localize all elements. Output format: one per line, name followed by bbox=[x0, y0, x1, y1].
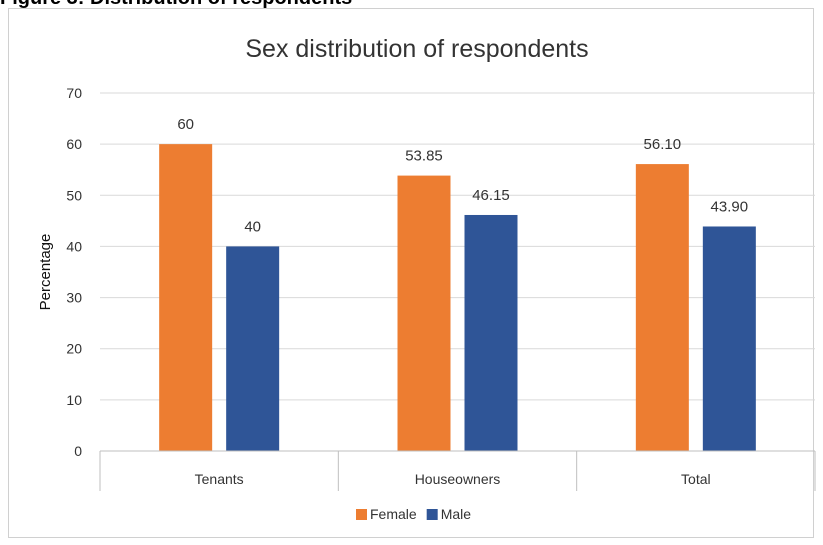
legend-label-female: Female bbox=[370, 506, 417, 522]
y-tick-label: 20 bbox=[66, 341, 82, 357]
data-label: 40 bbox=[244, 218, 261, 235]
bar-female-tenants bbox=[159, 144, 213, 451]
y-axis-ticks: 0 10 20 30 40 50 60 70 bbox=[66, 85, 82, 459]
figure-caption: Figure 3: Distribution of respondents bbox=[0, 0, 352, 10]
y-tick-label: 70 bbox=[66, 85, 82, 101]
y-tick-label: 50 bbox=[66, 187, 82, 203]
data-label: 46.15 bbox=[472, 187, 510, 204]
y-tick-label: 40 bbox=[66, 238, 82, 254]
x-axis: Tenants Houseowners Total bbox=[99, 450, 816, 491]
gridlines bbox=[100, 92, 815, 401]
x-tick-label: Houseowners bbox=[415, 471, 501, 487]
bar-female-total bbox=[635, 164, 689, 452]
legend-swatch-male bbox=[426, 509, 438, 520]
legend-label-male: Male bbox=[441, 506, 472, 522]
y-axis-label: Percentage bbox=[37, 234, 54, 311]
data-label: 43.90 bbox=[711, 198, 749, 215]
data-label: 53.85 bbox=[405, 148, 443, 165]
data-label: 56.10 bbox=[644, 136, 682, 153]
legend-swatch-female bbox=[356, 509, 367, 520]
y-tick-label: 30 bbox=[66, 290, 82, 306]
y-tick-label: 0 bbox=[74, 443, 82, 459]
bar-male-houseowners bbox=[464, 214, 518, 451]
y-tick-label: 60 bbox=[66, 136, 82, 152]
bars bbox=[159, 144, 756, 452]
legend: Female Male bbox=[356, 506, 471, 522]
data-labels: 60 40 53.85 46.15 56.10 43.90 bbox=[177, 116, 748, 235]
chart-title: Sex distribution of respondents bbox=[245, 35, 588, 63]
bar-female-houseowners bbox=[397, 175, 451, 452]
bar-male-tenants bbox=[226, 246, 280, 451]
bar-male-total bbox=[702, 226, 756, 451]
data-label: 60 bbox=[177, 116, 194, 133]
y-tick-label: 10 bbox=[66, 392, 82, 408]
x-tick-label: Tenants bbox=[195, 471, 244, 487]
x-tick-label: Total bbox=[681, 471, 711, 487]
